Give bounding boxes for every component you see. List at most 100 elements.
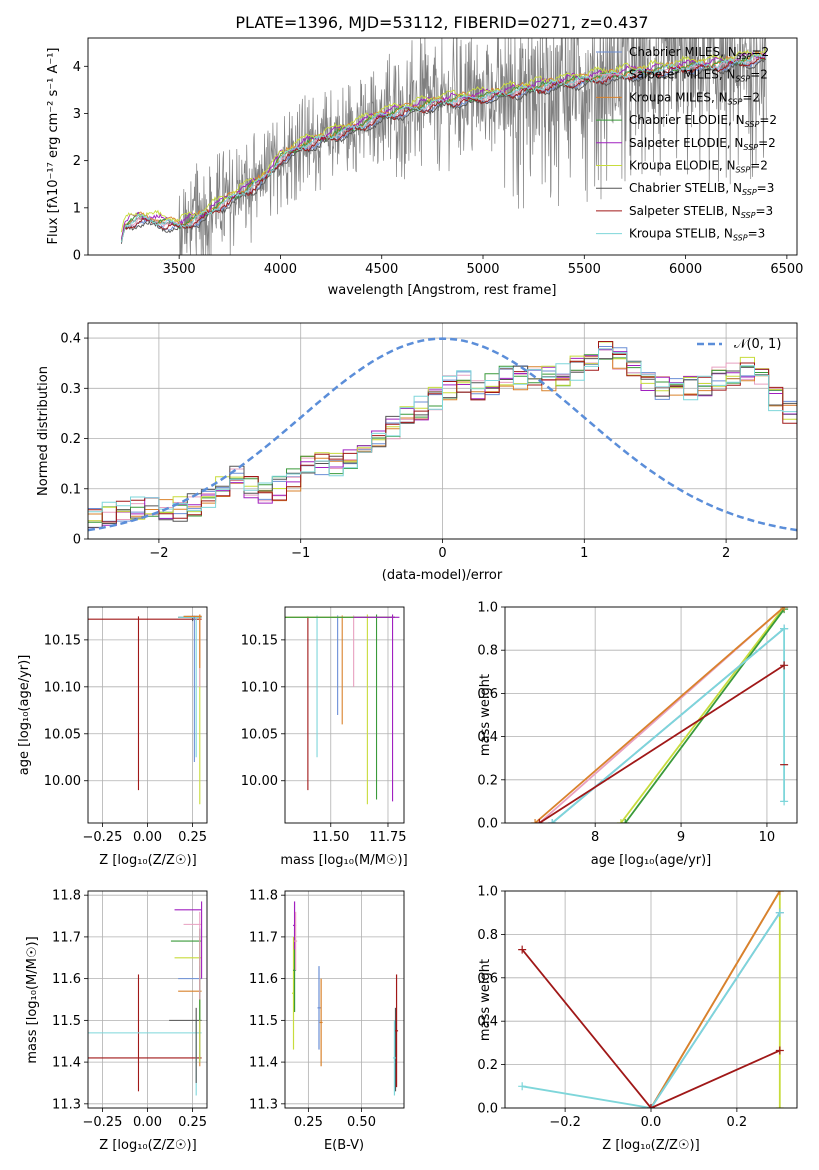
legend-label-sub: SSP (736, 75, 751, 84)
x-tick-label: 0.00 (133, 830, 162, 845)
marker-kroupa_stelib (548, 819, 557, 823)
y-axis-label: age [log₁₀(age/yr)] (17, 655, 32, 776)
x-tick-label: 5000 (466, 262, 499, 277)
x-tick-label: 3500 (163, 262, 196, 277)
x-tick-label: −0.25 (83, 1115, 123, 1130)
legend-label-main: Kroupa STELIB, N (629, 227, 733, 241)
x-tick-label: 2 (722, 546, 730, 561)
y-tick-label: 11.3 (52, 1097, 81, 1112)
massweight-line-salpeter_stelib (521, 949, 781, 1108)
y-tick-label: 0.8 (477, 928, 498, 943)
y-tick-label: 11.5 (249, 1014, 278, 1029)
y-tick-label: 2 (73, 154, 81, 169)
massweight_vs_age-axes: 8 9 10 0.0 0.2 0.4 0.6 0.8 1.0 age [log₁₀(age/yr)… (477, 601, 798, 868)
x-axis-label: Z [log₁₀(Z/Z☉)] (602, 1138, 699, 1153)
legend-label-sub: SSP (733, 234, 748, 243)
marker-kroupa_miles (780, 607, 789, 611)
y-tick-label: 0.8 (477, 644, 498, 659)
legend-label-tail: =2 (751, 45, 769, 59)
legend-label-tail: =2 (750, 159, 768, 173)
legend-label-main: Kroupa ELODIE, N (629, 159, 736, 173)
x-tick-label: 0.00 (133, 1115, 162, 1130)
figure-title: PLATE=1396, MJD=53112, FIBERID=0271, z=0… (235, 13, 648, 32)
x-tick-label: 1 (580, 546, 588, 561)
y-tick-label: 10.15 (241, 633, 278, 648)
legend-label-sub: SSP (737, 52, 752, 61)
y-tick-label: 0.3 (60, 382, 81, 397)
y-axis-label: mass weight (478, 674, 493, 756)
age_vs_Z-plot-area (88, 614, 202, 805)
x-tick-label: 0.50 (347, 1115, 376, 1130)
x-tick-label: 4000 (264, 262, 297, 277)
y-tick-label: 11.8 (249, 889, 278, 904)
legend-label-tail: =3 (748, 227, 766, 241)
y-tick-label: 0.1 (60, 482, 81, 497)
massweight-line-kroupa_miles (534, 607, 785, 823)
legend-label: Kroupa STELIB, NSSP=3 (629, 227, 765, 243)
gaussian-curve (88, 337, 797, 532)
y-tick-label: 11.6 (52, 972, 81, 987)
legend-label: Kroupa ELODIE, NSSP=2 (629, 159, 768, 175)
legend-label-tail: =2 (742, 90, 760, 104)
marker-kroupa_stelib (780, 797, 789, 806)
marker-kroupa_miles (531, 819, 540, 823)
x-tick-label: 6000 (669, 262, 702, 277)
residuals-frame (87, 322, 798, 540)
massweight-line-kroupa_miles (650, 891, 781, 1108)
model-line-kroupa_stelib (120, 53, 767, 243)
legend-label: Chabrier STELIB, NSSP=3 (629, 181, 774, 197)
mass_vs_Z-plot-area (88, 901, 203, 1096)
y-axis-label: Normed distribution (36, 366, 51, 496)
y-tick-label: 10.05 (241, 727, 278, 742)
marker-kroupa_stelib (775, 908, 784, 917)
legend-label: Chabrier ELODIE, NSSP=2 (629, 113, 777, 129)
legend-label-main: Kroupa MILES, N (629, 90, 728, 104)
x-tick-label: 9 (677, 830, 685, 845)
y-tick-label: 0.0 (477, 1102, 498, 1117)
legend-label-sub: SSP (736, 166, 751, 175)
x-tick-label: −2 (149, 546, 168, 561)
age_vs_Z-frame (87, 606, 208, 824)
mass_vs_ebv-axes: 0.25 0.50 11.3 11.4 11.5 11.6 11.7 11.8 E(B-V) (249, 889, 405, 1153)
x-axis-label: age [log₁₀(age/yr)] (591, 853, 712, 868)
y-axis-label: Flux [fλ10⁻¹⁷ erg cm⁻² s⁻¹ A⁻¹] (46, 48, 61, 245)
legend-label-tail: =3 (755, 204, 773, 218)
marker-salpeter_stelib (518, 945, 527, 954)
marker-kroupa_elodie (775, 1104, 784, 1108)
x-tick-label: 11.50 (312, 830, 349, 845)
massweight_vs_age-frame (504, 606, 798, 824)
mass_vs_ebv-plot-area (292, 901, 399, 1096)
marker-salpeter_stelib (780, 661, 789, 670)
legend-label: 𝒩(0, 1) (734, 337, 781, 352)
y-tick-label: 0.4 (477, 730, 498, 745)
x-tick-label: 0.0 (641, 1115, 662, 1130)
y-tick-label: 0.4 (477, 1015, 498, 1030)
y-tick-label: 1 (73, 201, 81, 216)
massweight_vs_Z-plot-area (518, 891, 784, 1108)
y-tick-label: 11.7 (52, 930, 81, 945)
y-tick-label: 0 (73, 249, 81, 264)
x-axis-label: Z [log₁₀(Z/Z☉)] (99, 1138, 196, 1153)
marker-salpeter_stelib (647, 1104, 655, 1108)
marker-salpeter_stelib (775, 1046, 784, 1055)
y-tick-label: 10.00 (241, 774, 278, 789)
x-tick-label: 0.25 (294, 1115, 323, 1130)
legend-label-main: Salpeter STELIB, N (629, 204, 741, 218)
legend-label-main: Salpeter ELODIE, N (629, 136, 743, 150)
x-axis-label: E(B-V) (324, 1138, 364, 1153)
massweight-line-kroupa_elodie (620, 607, 785, 823)
massweight-line-kroupa_stelib (522, 912, 781, 1108)
legend-label-sub: SSP (743, 143, 758, 152)
y-tick-label: 11.5 (52, 1014, 81, 1029)
x-tick-label: 0.25 (178, 830, 207, 845)
x-tick-label: 4500 (365, 262, 398, 277)
legend-label-main: Chabrier STELIB, N (629, 181, 742, 195)
y-tick-label: 10.00 (44, 774, 81, 789)
y-axis-label: mass weight (478, 959, 493, 1041)
x-tick-label: −1 (291, 546, 310, 561)
age_vs_mass-axes: 11.50 11.75 10.00 10.05 10.10 10.15 mass [log₁… (241, 606, 408, 868)
y-tick-label: 10.05 (44, 727, 81, 742)
y-tick-label: 1.0 (477, 885, 498, 900)
x-axis-label: (data-model)/error (382, 568, 503, 583)
legend-label: Salpeter MILES, NSSP=2 (629, 68, 768, 84)
